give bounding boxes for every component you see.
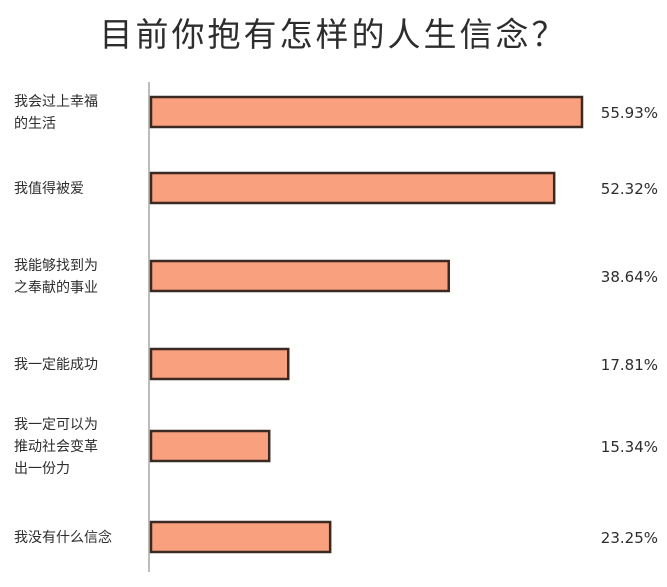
category-label-2: 我值得被爱	[14, 180, 84, 197]
bar-3	[149, 259, 451, 293]
bar-4	[149, 347, 290, 381]
bar-2	[149, 171, 556, 205]
value-label-5: 15.34%	[601, 438, 658, 456]
bars-group	[149, 95, 584, 554]
value-label-3: 38.64%	[601, 268, 658, 286]
category-labels-group: 我会过上幸福的生活我值得被爱我能够找到为之奉献的事业我一定能成功我一定可以为推动…	[14, 94, 112, 546]
category-label-5: 我一定可以为推动社会变革出一份力	[14, 417, 98, 477]
category-label-3: 我能够找到为之奉献的事业	[14, 258, 98, 296]
bar-6	[149, 520, 332, 554]
value-label-1: 55.93%	[601, 104, 658, 122]
value-label-2: 52.32%	[601, 180, 658, 198]
chart-title: 目前你抱有怎样的人生信念？	[99, 15, 568, 54]
bar-1	[149, 95, 584, 129]
category-label-6: 我没有什么信念	[14, 529, 112, 546]
value-label-4: 17.81%	[601, 356, 658, 374]
category-label-1: 我会过上幸福的生活	[14, 94, 98, 132]
value-labels-group: 55.93% 52.32% 38.64% 17.81% 15.34% 23.25%	[601, 104, 658, 547]
value-label-6: 23.25%	[601, 529, 658, 547]
bar-5	[149, 429, 271, 463]
category-label-4: 我一定能成功	[14, 357, 98, 373]
